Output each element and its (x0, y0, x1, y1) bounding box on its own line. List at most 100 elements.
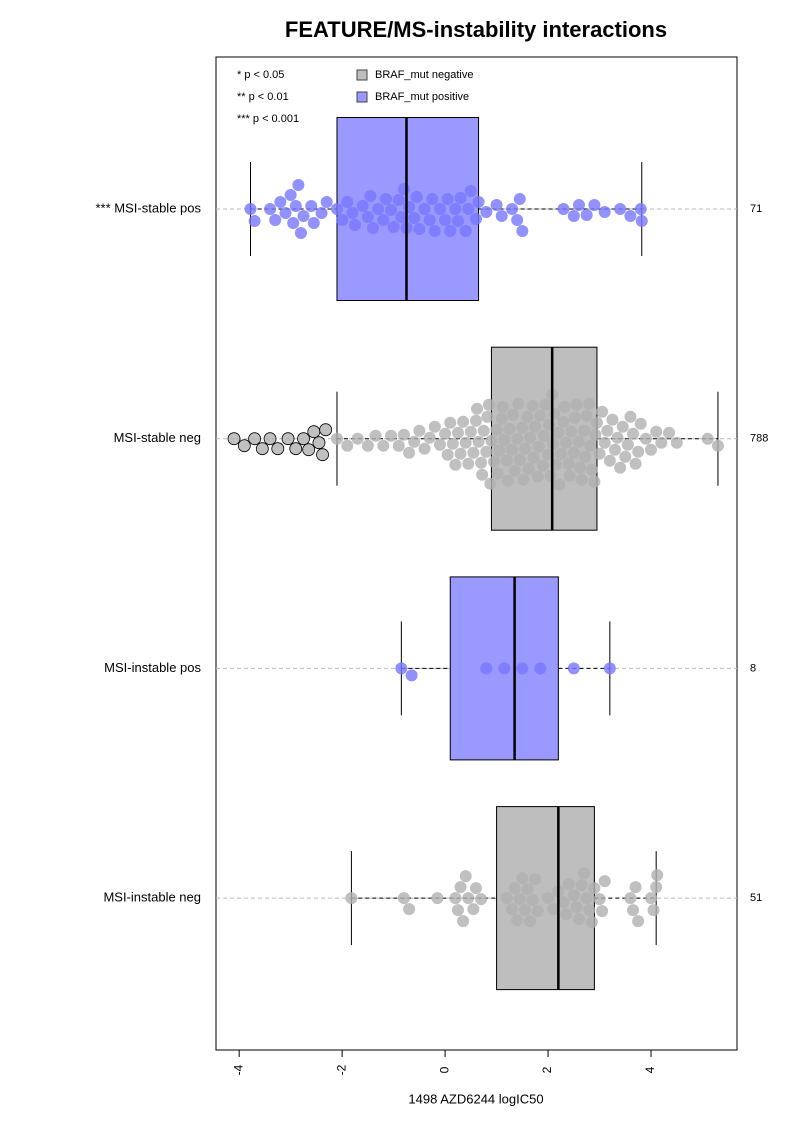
data-point (562, 878, 575, 891)
data-point (449, 458, 462, 471)
x-tick-label: -4 (231, 1064, 245, 1075)
data-point (361, 439, 374, 452)
data-point (608, 443, 621, 456)
data-point (469, 414, 482, 427)
significance-legend: * p < 0.05 (237, 69, 284, 81)
data-point (650, 881, 663, 894)
data-point (532, 440, 545, 453)
data-point (423, 214, 436, 226)
data-point (701, 432, 714, 445)
chart-title: FEATURE/MS-instability interactions (285, 17, 667, 42)
data-point (457, 915, 470, 928)
data-point (590, 416, 603, 429)
data-point (552, 426, 565, 439)
data-point (517, 473, 530, 486)
data-point (616, 420, 629, 433)
data-point (565, 425, 578, 438)
data-point (554, 447, 567, 460)
row-label: MSI-instable pos (104, 660, 201, 675)
data-point (444, 416, 457, 429)
data-point (516, 225, 529, 237)
data-point (558, 400, 571, 413)
data-point (274, 196, 287, 208)
data-point (482, 398, 495, 411)
data-point (449, 892, 462, 905)
data-point (542, 892, 555, 905)
data-point (330, 432, 343, 445)
data-point (624, 210, 637, 222)
data-point (557, 896, 570, 909)
data-point (467, 446, 480, 459)
data-point (297, 432, 310, 446)
data-point (513, 893, 526, 906)
significance-legend: ** p < 0.01 (237, 91, 289, 103)
data-point (563, 469, 576, 482)
data-point (516, 662, 529, 675)
data-point (598, 436, 611, 449)
data-point (521, 883, 534, 896)
data-point (451, 426, 464, 439)
data-point (289, 200, 302, 212)
data-point (534, 409, 547, 422)
data-point (606, 413, 619, 426)
data-point (377, 439, 390, 452)
data-point (512, 397, 525, 410)
data-point (471, 402, 484, 415)
data-point (319, 423, 333, 437)
data-point (297, 210, 310, 222)
data-point (244, 203, 257, 215)
data-point (403, 446, 416, 459)
data-point (263, 432, 277, 446)
data-point (572, 913, 585, 926)
data-point (507, 408, 520, 421)
data-point (330, 203, 343, 215)
data-point (522, 462, 535, 475)
data-point (651, 869, 664, 882)
data-point (449, 203, 462, 215)
data-point (392, 439, 405, 452)
data-point (498, 662, 511, 675)
data-point (611, 431, 624, 444)
data-point (529, 873, 542, 886)
data-point (529, 420, 542, 433)
data-point (593, 893, 606, 906)
row-label: *** MSI-stable pos (96, 200, 202, 215)
data-point (536, 459, 549, 472)
data-point (346, 207, 359, 219)
data-point (341, 196, 354, 208)
data-point (490, 199, 503, 211)
data-point (619, 450, 632, 463)
data-point (248, 215, 261, 227)
data-point (585, 463, 598, 476)
data-point (567, 662, 580, 675)
data-point (271, 442, 285, 456)
data-point (553, 478, 566, 491)
data-point (578, 424, 591, 437)
row-count: 51 (750, 892, 762, 904)
data-point (562, 457, 575, 470)
data-point (454, 881, 467, 894)
data-point (312, 436, 326, 450)
data-point (462, 203, 475, 215)
data-point (287, 217, 300, 229)
data-point (634, 203, 647, 215)
data-point (491, 467, 504, 480)
data-point (446, 437, 459, 450)
data-point (459, 870, 472, 883)
data-point (469, 213, 482, 225)
data-point (655, 436, 668, 449)
data-point (403, 903, 416, 916)
data-point (387, 221, 400, 233)
data-point (579, 450, 592, 463)
data-point (392, 194, 405, 206)
data-point (413, 223, 426, 235)
data-point (524, 431, 537, 444)
data-point (496, 400, 509, 413)
data-point (548, 407, 561, 420)
data-point (645, 892, 658, 905)
data-point (516, 872, 529, 885)
data-point (423, 431, 436, 444)
data-point (567, 446, 580, 459)
data-point (476, 468, 489, 481)
data-point (444, 225, 457, 237)
